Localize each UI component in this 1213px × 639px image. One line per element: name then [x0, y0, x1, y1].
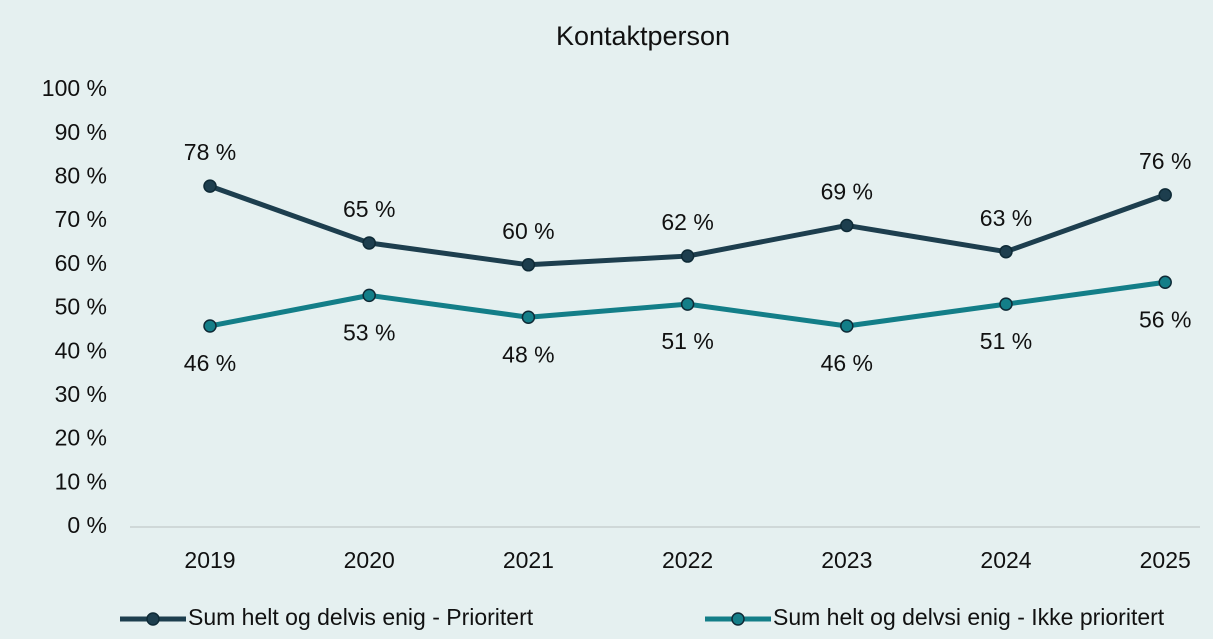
data-label: 53 %	[343, 319, 395, 345]
point	[999, 297, 1013, 311]
y-tick-label: 50 %	[55, 294, 107, 320]
x-tick-label: 2024	[980, 547, 1031, 573]
point	[362, 236, 376, 250]
x-tick-label: 2019	[184, 547, 235, 573]
data-label: 65 %	[343, 196, 395, 222]
x-tick-label: 2021	[503, 547, 554, 573]
point	[203, 319, 217, 333]
x-tick-label: 2023	[821, 547, 872, 573]
point	[680, 249, 695, 263]
point	[1158, 275, 1172, 290]
point	[521, 310, 536, 324]
y-tick-label: 30 %	[55, 381, 107, 407]
point	[680, 297, 695, 311]
data-label: 48 %	[502, 341, 554, 367]
chart-title: Kontaktperson	[556, 21, 730, 51]
y-tick-label: 10 %	[55, 468, 107, 494]
point	[521, 258, 536, 272]
data-label: 63 %	[980, 205, 1032, 231]
y-tick-label: 100 %	[42, 75, 107, 101]
x-tick-label: 2020	[344, 547, 395, 573]
data-label: 78 %	[184, 139, 236, 165]
legend-marker	[731, 612, 745, 626]
legend-label: Sum helt og delvsi enig - Ikke prioriter…	[773, 604, 1165, 630]
y-tick-label: 90 %	[55, 119, 107, 145]
legend-label: Sum helt og delvis enig - Prioritert	[188, 604, 534, 630]
point	[362, 288, 376, 303]
point	[840, 319, 854, 333]
data-label: 60 %	[502, 218, 554, 244]
data-label: 46 %	[821, 350, 873, 376]
x-tick-label: 2025	[1140, 547, 1191, 573]
data-label: 46 %	[184, 350, 236, 376]
y-tick-label: 80 %	[55, 162, 107, 188]
y-tick-label: 60 %	[55, 250, 107, 276]
y-tick-label: 20 %	[55, 425, 107, 451]
point	[203, 179, 217, 193]
point	[1158, 188, 1172, 202]
y-tick-label: 0 %	[67, 512, 107, 538]
legend-marker	[146, 612, 160, 626]
x-tick-label: 2022	[662, 547, 713, 573]
data-label: 69 %	[821, 179, 873, 205]
point	[999, 244, 1013, 259]
data-label: 51 %	[661, 328, 713, 354]
point	[840, 218, 854, 233]
y-tick-label: 70 %	[55, 206, 107, 232]
data-label: 56 %	[1139, 306, 1191, 332]
data-label: 62 %	[661, 209, 713, 235]
y-tick-label: 40 %	[55, 337, 107, 363]
data-label: 76 %	[1139, 148, 1191, 174]
data-label: 51 %	[980, 328, 1032, 354]
